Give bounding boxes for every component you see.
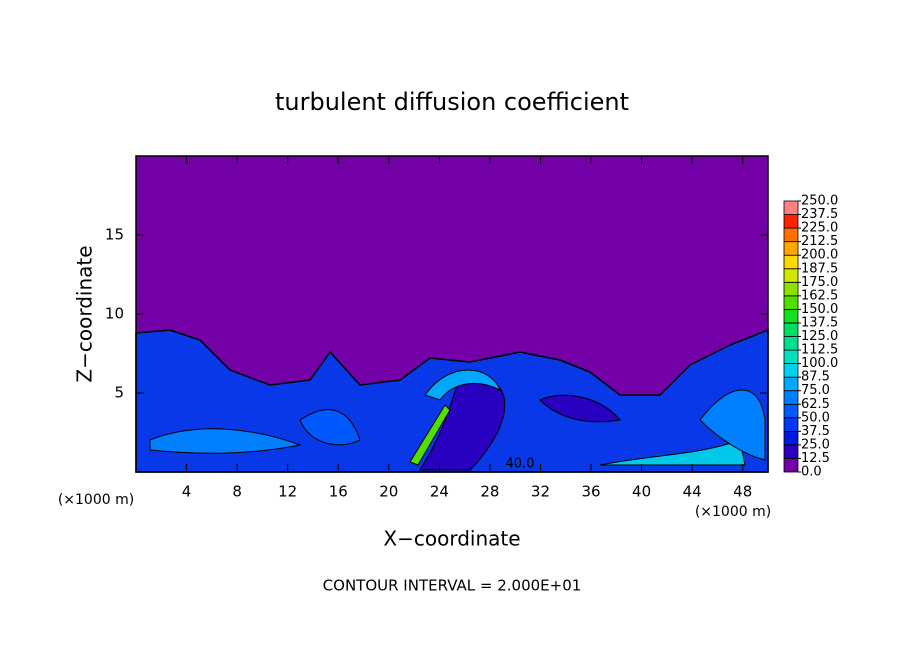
x-tick-label: 32	[531, 483, 550, 501]
contour-label: 40.0	[506, 457, 535, 472]
colorbar-swatch	[783, 336, 799, 351]
colorbar-swatch	[783, 376, 799, 392]
colorbar-label: 175.0	[801, 275, 838, 290]
colorbar-label: 87.5	[801, 370, 830, 385]
x-tick-label: 44	[683, 483, 702, 501]
x-tick-label: 4	[182, 483, 192, 501]
x-tick-label: 8	[232, 483, 242, 501]
colorbar-label: 125.0	[801, 329, 838, 344]
footer: CONTOUR INTERVAL = 2.000E+01	[323, 577, 582, 595]
field-patch	[699, 389, 766, 461]
colorbar-label: 200.0	[801, 248, 838, 263]
colorbar-label: 100.0	[801, 356, 838, 371]
colorbar-label: 237.5	[801, 207, 838, 222]
y-axis-label: Z−coordinate	[73, 245, 97, 382]
colorbar-swatch	[783, 241, 799, 256]
colorbar-swatch	[783, 295, 799, 310]
colorbar-swatch	[783, 281, 799, 297]
colorbar-label: 162.5	[801, 288, 838, 303]
colorbar-label: 187.5	[801, 261, 838, 276]
colorbar-swatch	[783, 349, 799, 364]
x-tick-label: 28	[480, 483, 499, 501]
colorbar-swatch	[783, 268, 799, 283]
field	[135, 156, 769, 473]
colorbar-swatch	[783, 417, 799, 432]
x-tick-label: 12	[278, 483, 297, 501]
field-patch	[539, 394, 621, 423]
colorbar-label: 12.5	[801, 451, 830, 466]
x-tick-label: 40	[632, 483, 651, 501]
x-tick-label: 48	[733, 483, 752, 501]
x-tick-label: 36	[581, 483, 600, 501]
x-axis-label: X−coordinate	[383, 527, 520, 551]
x-unit: (×1000 m)	[695, 504, 771, 520]
x-tick-label: 24	[430, 483, 449, 501]
colorbar-swatch	[783, 458, 799, 473]
chart-title: turbulent diffusion coefficient	[275, 88, 629, 116]
x-tick-label: 16	[329, 483, 348, 501]
colorbar-label: 225.0	[801, 221, 838, 236]
colorbar-swatch	[783, 430, 799, 446]
y-tick-label: 15	[105, 226, 124, 244]
colorbar-swatch	[783, 322, 799, 337]
colorbar-swatch	[783, 403, 799, 419]
y-tick-label: 10	[105, 305, 124, 323]
colorbar-swatch	[783, 200, 799, 215]
colorbar-label: 75.0	[801, 383, 830, 398]
colorbar-label: 62.5	[801, 397, 830, 412]
colorbar-swatch	[783, 444, 799, 459]
field-patch	[409, 404, 451, 466]
colorbar-label: 250.0	[801, 194, 838, 209]
y-tick-label: 5	[114, 384, 124, 402]
colorbar-label: 37.5	[801, 424, 830, 439]
colorbar-label: 112.5	[801, 343, 838, 358]
colorbar-swatch	[783, 363, 799, 378]
colorbar-swatch	[783, 227, 799, 243]
colorbar-swatch	[783, 254, 799, 270]
colorbar-label: 0.0	[801, 465, 822, 480]
colorbar-label: 25.0	[801, 437, 830, 452]
field-patch	[299, 409, 361, 446]
colorbar-swatch	[783, 390, 799, 405]
field-patch	[149, 428, 302, 454]
field-patch	[424, 369, 501, 401]
colorbar-label: 150.0	[801, 302, 838, 317]
x-unit: (×1000 m)	[58, 492, 134, 508]
x-tick-label: 20	[379, 483, 398, 501]
colorbar-label: 137.5	[801, 315, 838, 330]
colorbar-label: 212.5	[801, 234, 838, 249]
colorbar-swatch	[783, 308, 799, 324]
colorbar-label: 50.0	[801, 410, 830, 425]
colorbar-swatch	[783, 214, 799, 229]
